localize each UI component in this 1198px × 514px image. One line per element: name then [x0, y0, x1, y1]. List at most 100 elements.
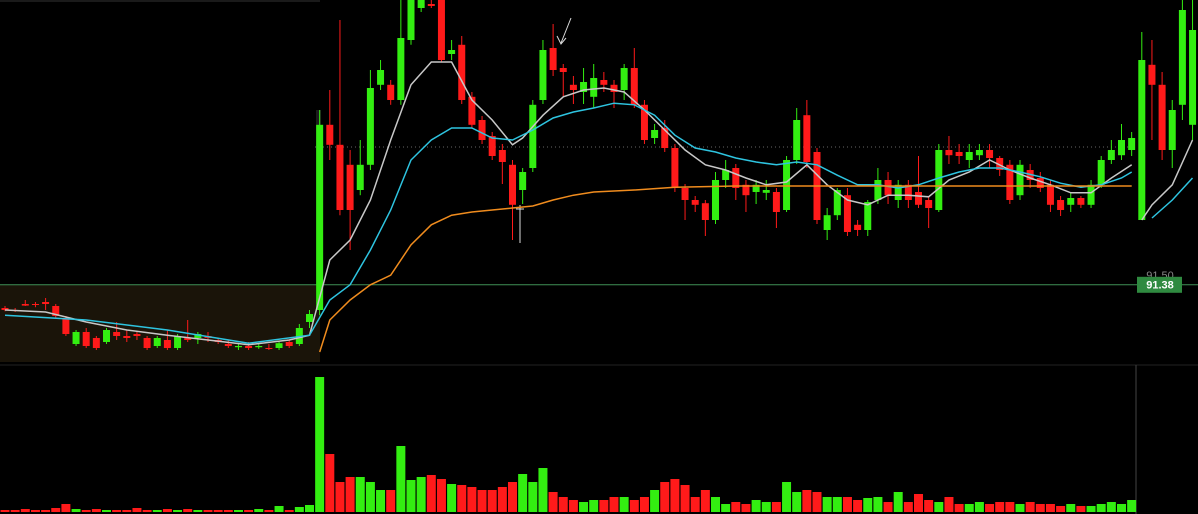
- candle-body: [92, 338, 100, 348]
- volume-bar: [863, 498, 873, 512]
- volume-bar: [376, 490, 386, 512]
- volume-bar: [650, 490, 660, 512]
- candle-body: [52, 306, 60, 316]
- candle-body: [72, 332, 80, 344]
- volume-bar: [924, 500, 934, 512]
- candle-body: [833, 190, 841, 216]
- candle-body: [397, 38, 405, 100]
- moving-average: [1141, 139, 1194, 221]
- candle-body: [712, 180, 719, 220]
- volume-bar: [447, 484, 457, 512]
- candle-body: [1118, 140, 1125, 156]
- candle-body: [31, 304, 39, 305]
- volume-bar: [436, 479, 446, 512]
- volume-bar: [416, 477, 426, 512]
- volume-bar: [711, 497, 720, 512]
- volume-bar: [934, 502, 944, 512]
- volume-bar: [995, 502, 1005, 512]
- volume-bar: [386, 490, 396, 512]
- volume-bar: [254, 509, 264, 512]
- candle-body: [42, 302, 50, 304]
- volume-bar: [1106, 502, 1116, 512]
- volume-bar: [629, 500, 639, 512]
- volume-bar: [944, 497, 954, 512]
- volume-bar: [315, 377, 325, 512]
- candle-body: [509, 164, 516, 205]
- candle-body: [224, 344, 232, 346]
- candle-body: [437, 0, 445, 60]
- volume-bar: [802, 490, 812, 512]
- candle-body: [519, 172, 527, 190]
- candle-body: [854, 224, 862, 230]
- volume-bar: [782, 482, 792, 512]
- volume-bar: [883, 502, 893, 512]
- candle-body: [407, 0, 415, 40]
- candle-body: [1097, 160, 1105, 185]
- candle-body: [285, 342, 293, 346]
- candle-body: [904, 184, 912, 200]
- volume-bar: [741, 504, 751, 512]
- candle-body: [316, 124, 324, 310]
- candle-body: [245, 346, 253, 348]
- candle-body: [793, 120, 801, 160]
- volume-bar: [223, 510, 233, 512]
- candle-body: [1128, 138, 1136, 150]
- volume-bar: [132, 508, 142, 512]
- price-tag-label: 91.38: [1146, 280, 1174, 292]
- annotation-arrow: [516, 17, 572, 243]
- volume-bar: [91, 509, 101, 512]
- volume-bar: [193, 510, 203, 512]
- candle-body: [772, 192, 780, 212]
- candle-body: [681, 188, 689, 200]
- volume-bar: [660, 482, 670, 512]
- volume-bar: [974, 502, 984, 512]
- candle-body: [1036, 178, 1044, 188]
- candle-body: [701, 203, 709, 220]
- volume-bar: [589, 500, 599, 512]
- volume-bar: [274, 506, 284, 512]
- volume-bar: [1066, 504, 1076, 512]
- volume-bar: [30, 510, 40, 512]
- volume-bar: [1056, 506, 1066, 512]
- volume-bar: [873, 497, 883, 512]
- candle-body: [975, 150, 983, 156]
- volume-bar: [112, 510, 122, 512]
- volume-bar: [203, 510, 213, 512]
- volume-bar: [1045, 504, 1055, 512]
- candle-body: [234, 346, 242, 348]
- candle-body: [163, 340, 171, 348]
- volume-bar: [325, 454, 335, 512]
- candle-body: [752, 184, 760, 192]
- candle-body: [498, 150, 506, 162]
- volume-bar: [1035, 504, 1045, 512]
- volume-bar: [558, 497, 568, 512]
- candle-body: [762, 190, 770, 193]
- candle-body: [387, 84, 395, 100]
- candle-body: [1046, 184, 1054, 205]
- volume-bar: [51, 508, 61, 512]
- volume-bar: [1096, 504, 1106, 512]
- volume-bar: [244, 510, 254, 512]
- volume-bar: [284, 510, 294, 512]
- candle-body: [559, 68, 567, 72]
- candle-body: [458, 44, 466, 100]
- volume-bar: [903, 502, 913, 512]
- candle-body: [255, 346, 263, 348]
- candle-body: [113, 332, 121, 336]
- volume-panel: [0, 377, 1137, 512]
- volume-bar: [964, 504, 974, 512]
- volume-bar: [81, 510, 91, 512]
- volume-bar: [954, 504, 964, 512]
- volume-bar: [1025, 502, 1035, 512]
- volume-bar: [1086, 506, 1096, 512]
- volume-bar: [812, 492, 822, 512]
- candle-body: [590, 78, 598, 97]
- candle-body: [448, 50, 456, 54]
- volume-bar: [467, 487, 477, 512]
- candle-body: [427, 4, 435, 6]
- volume-bar: [792, 492, 802, 512]
- volume-bar: [71, 509, 81, 512]
- candle-body: [671, 148, 679, 188]
- candle-body: [986, 150, 994, 158]
- candle-body: [884, 180, 892, 196]
